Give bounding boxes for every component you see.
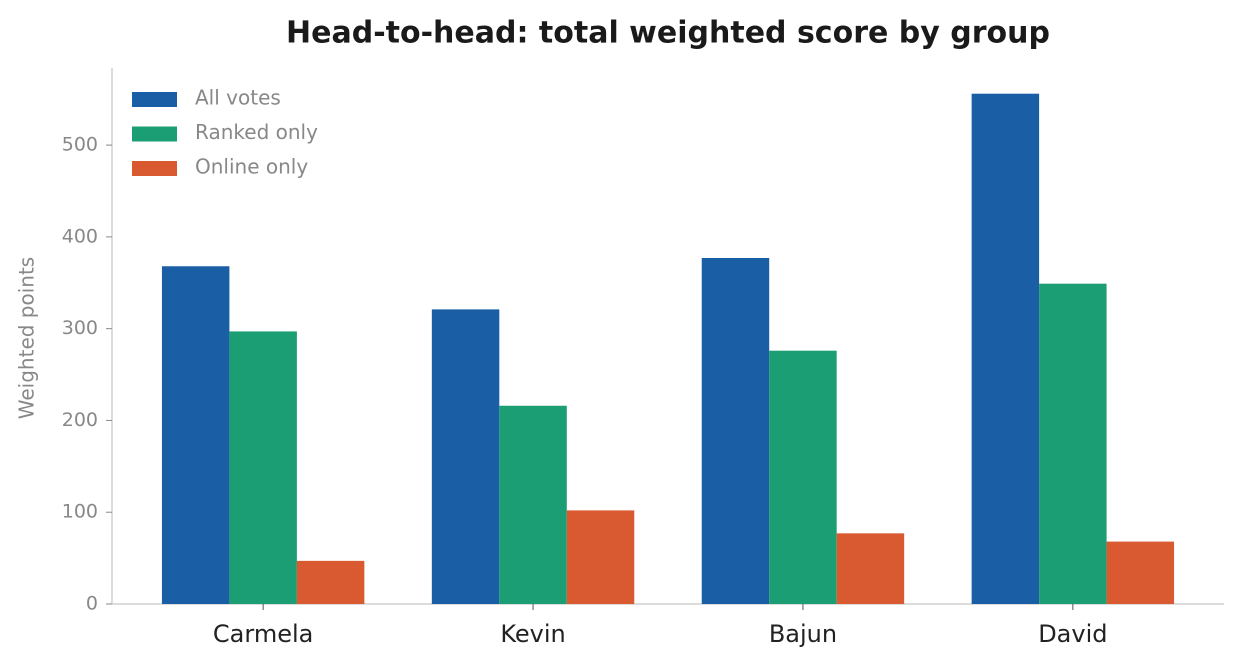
x-tick-label: David — [1038, 620, 1107, 648]
bar — [161, 266, 230, 604]
bar — [296, 560, 365, 604]
legend-label: All votes — [195, 86, 281, 110]
x-tick-label: Carmela — [213, 620, 313, 648]
legend-swatch — [132, 92, 177, 107]
bar — [701, 257, 770, 604]
bar — [566, 510, 635, 604]
y-tick-label: 100 — [62, 501, 98, 523]
legend-swatch — [132, 126, 177, 142]
x-tick-label: Kevin — [500, 620, 565, 648]
y-tick-label: 0 — [86, 593, 98, 615]
bar — [1039, 283, 1107, 604]
bar — [1106, 541, 1175, 604]
y-tick-label: 500 — [62, 134, 98, 156]
bar — [769, 350, 837, 604]
y-tick-label: 300 — [62, 317, 98, 339]
bar — [229, 331, 297, 604]
x-tick-label: Bajun — [769, 620, 837, 648]
y-axis-label: Weighted points — [15, 257, 39, 419]
legend-label: Online only — [195, 155, 308, 179]
bar — [431, 309, 500, 604]
bar — [499, 405, 567, 604]
y-tick-label: 200 — [62, 409, 98, 431]
legend-swatch — [132, 161, 177, 176]
bar — [836, 533, 905, 604]
bar — [971, 93, 1040, 604]
y-tick-label: 400 — [62, 225, 98, 247]
chart-title: Head-to-head: total weighted score by gr… — [286, 16, 1050, 51]
legend-label: Ranked only — [195, 120, 318, 144]
